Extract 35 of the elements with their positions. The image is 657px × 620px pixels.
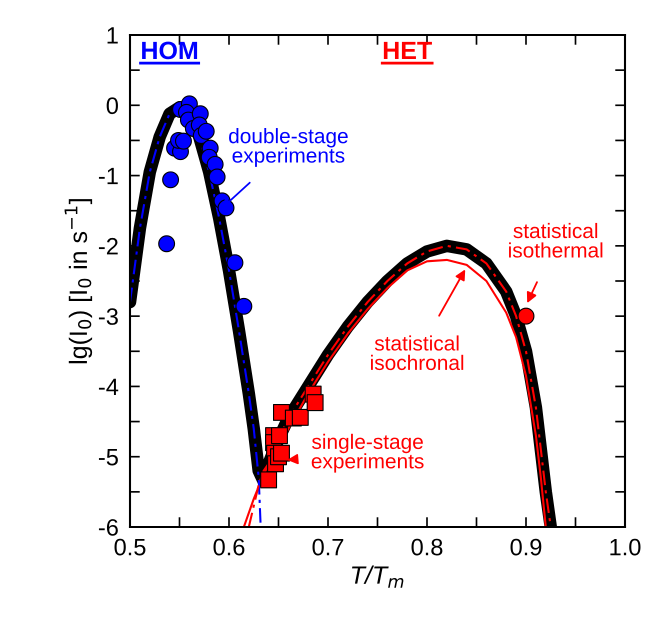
- y-tick-label: -4: [98, 378, 118, 395]
- y-tick-label: -6: [98, 519, 118, 536]
- y-tick-label: 0: [106, 97, 118, 114]
- point: [292, 408, 309, 426]
- x-tick-label: 0.7: [312, 538, 344, 556]
- annotation: double-stage experiments: [229, 128, 348, 167]
- y-axis-title: lg(I$_{0}$) [I$_{0}$ in s$^{−1}$]: [64, 199, 92, 364]
- x-tick-label: 0.5: [114, 538, 146, 556]
- y-tick-label: -1: [98, 168, 118, 184]
- point: [226, 254, 244, 272]
- point: [158, 235, 176, 252]
- annotation: statistical isothermal: [509, 222, 602, 258]
- x-tick-label: 0.8: [412, 538, 442, 556]
- y-tick-label: -2: [98, 238, 118, 254]
- point: [162, 171, 180, 188]
- point: [271, 427, 288, 444]
- point: [272, 444, 290, 462]
- point: [235, 298, 252, 315]
- point: [306, 394, 324, 412]
- y-tick-label: 1: [108, 27, 118, 44]
- x-tick-label: 1.0: [610, 538, 640, 556]
- point: [260, 471, 278, 488]
- x-tick-label: 0.6: [214, 538, 244, 556]
- annotation: single-stage experiments: [312, 434, 424, 473]
- y-tick-label: -5: [98, 449, 118, 466]
- x-axis-title: T/T$_{m}$: [352, 566, 404, 588]
- x-tick-label: 0.9: [510, 538, 542, 556]
- point: [208, 168, 226, 186]
- annotation: statistical isochronal: [371, 335, 464, 370]
- point: [518, 308, 534, 325]
- annotation: HET: [384, 42, 432, 60]
- y-tick-label: -3: [98, 308, 118, 325]
- point: [198, 122, 215, 140]
- point: [174, 132, 192, 150]
- annotation: HOM: [142, 42, 198, 60]
